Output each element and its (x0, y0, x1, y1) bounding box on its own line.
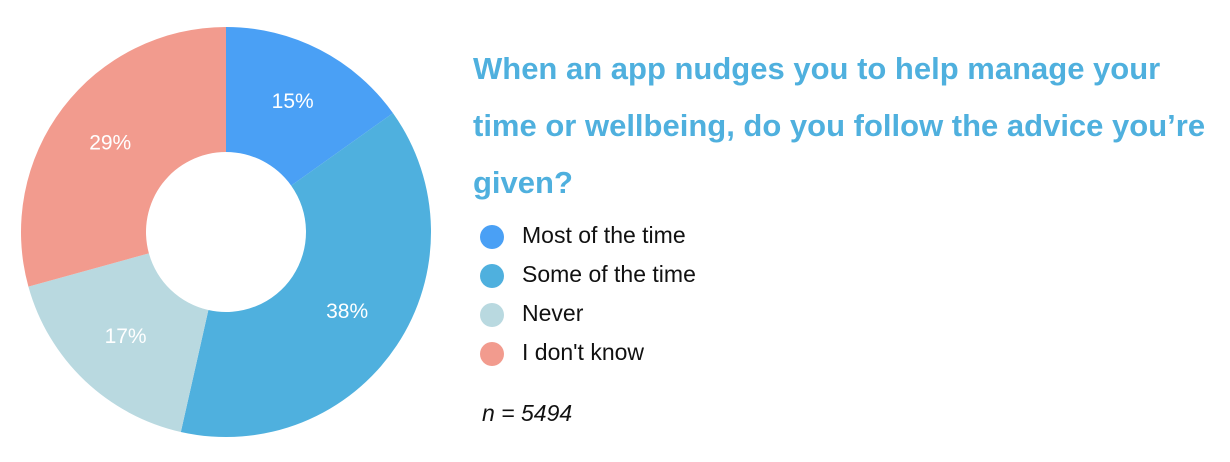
slice-label: 29% (89, 131, 131, 154)
annotation: n = 5494 (482, 400, 572, 426)
legend-label: Never (522, 300, 584, 326)
legend-label: Most of the time (522, 222, 686, 248)
donut-slice (20, 27, 226, 287)
legend-swatch (480, 264, 504, 288)
legend-label: Some of the time (522, 261, 696, 287)
chart-title: When an app nudges you to help manage yo… (473, 51, 1206, 200)
donut-slice (226, 27, 393, 186)
slice-label: 15% (272, 90, 314, 113)
donut-slice (28, 253, 209, 432)
legend-swatch (480, 225, 504, 249)
donut-slice (180, 113, 431, 438)
slice-label: 17% (105, 325, 147, 348)
legend-swatch (480, 342, 504, 366)
slice-label: 38% (326, 300, 368, 323)
legend-swatch (480, 303, 504, 327)
legend-label: I don't know (522, 339, 644, 365)
